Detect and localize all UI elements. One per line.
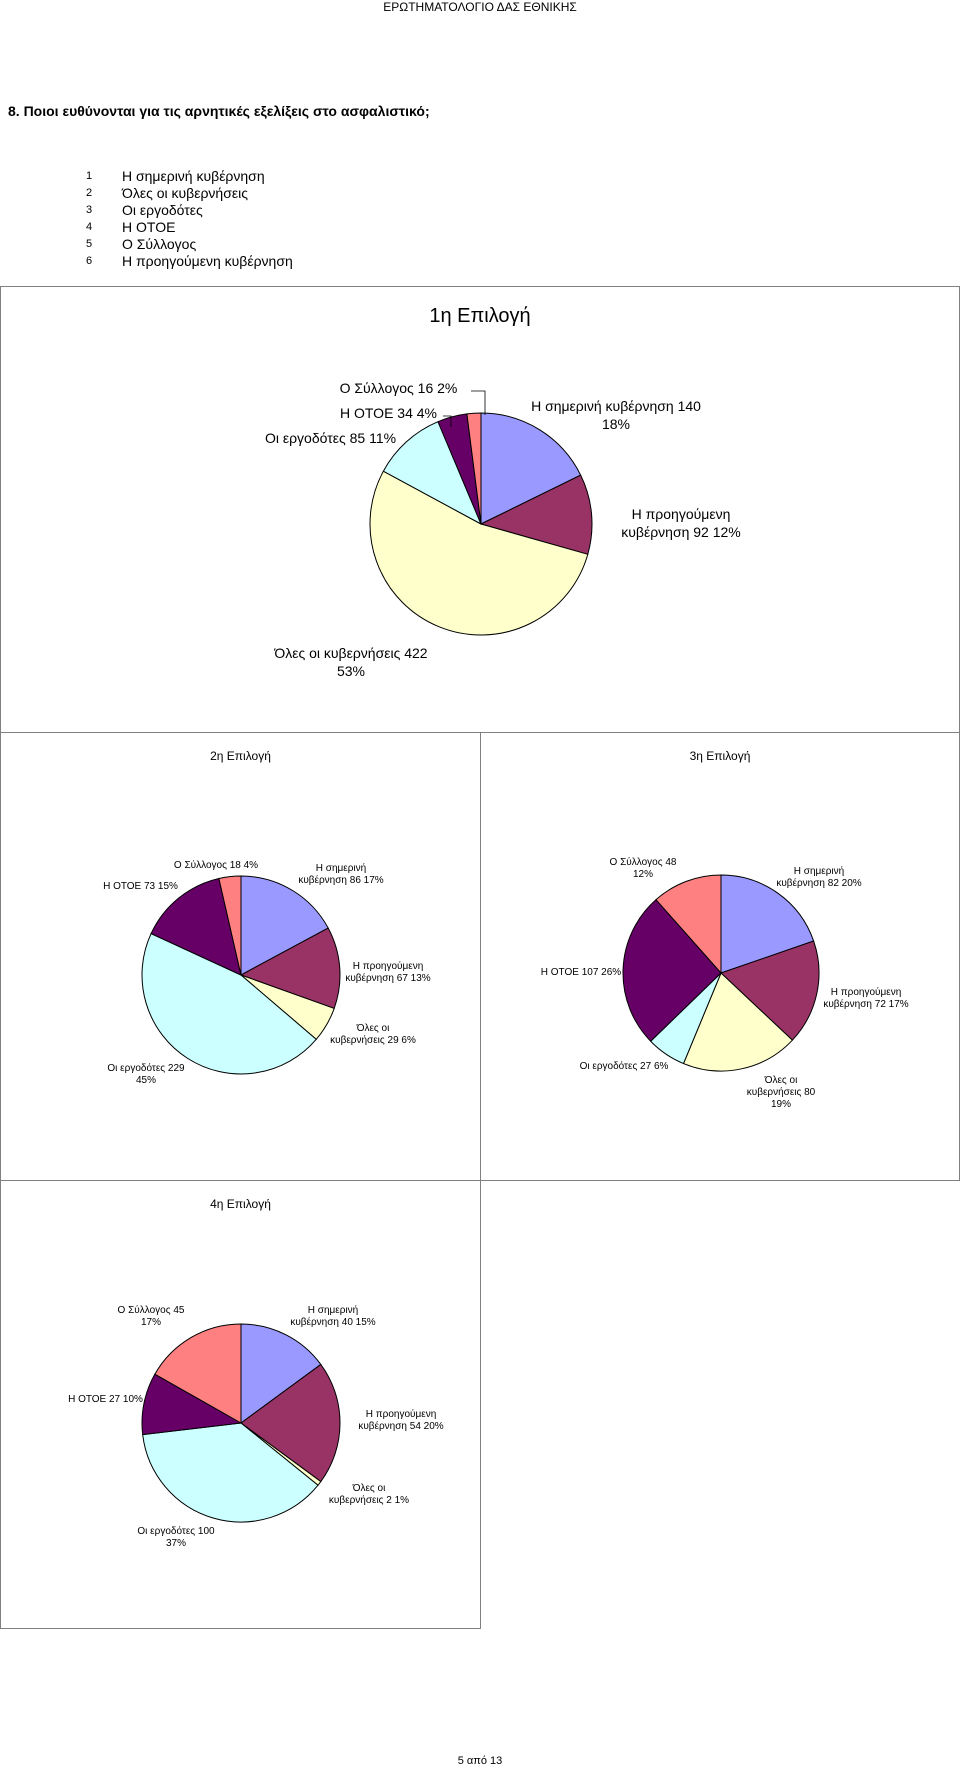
pie-slice-previous-gov [720,940,820,1041]
legend-number: 2 [86,187,93,199]
slice-label-previous-gov: Η προηγούμενη κυβέρνηση 92 12% [621,506,741,540]
legend-number: 4 [86,221,93,233]
pie-slice-all-govs [682,972,794,1072]
slice-label-employers: Οι εργοδότες 27 6% [579,1061,669,1072]
page-number: 5 από 13 [457,1755,503,1767]
pie-slice-syllogos [154,1323,242,1424]
code-legend: 1 Η σημερινή κυβέρνηση 2 Όλες οι κυβερνήσε… [86,168,293,270]
pie-slice-previous-gov [240,1363,341,1483]
slice-label-current-gov: Η σημερινή κυβέρνηση 140 18% [531,398,701,432]
legend-label: Η προηγούμενη κυβέρνηση [122,253,293,269]
pie-slice-employers [382,421,483,526]
pie-slice-current-gov [240,875,329,976]
chart-3rd-choice: 3η Επιλογή Η σημερινή κυβέρνηση 82 20% Η … [480,732,960,1181]
slice-label-previous-gov: Η προηγούμενη κυβέρνηση 72 17% [823,987,909,1010]
pie-slice-employers [142,1422,319,1523]
slice-label-otoe: Η ΟΤΟΕ 27 10% [68,1394,143,1405]
pie-slice-current-gov [480,412,582,525]
slice-label-previous-gov: Η προηγούμενη κυβέρνηση 67 13% [345,961,431,984]
legend-row: 5 Ο Σύλλογος [86,236,293,253]
chart-title: 4η Επιλογή [210,1197,271,1211]
pie-chart-svg [622,874,820,1072]
leader-line-otoe [443,415,452,427]
slice-label-all-govs: Όλες οι κυβερνήσεις 422 53% [274,645,428,679]
pie-chart-svg [369,390,593,636]
slice-label-employers: Οι εργοδότες 100 37% [137,1526,215,1549]
pie-slice-otoe [150,877,242,976]
slice-label-employers: Οι εργοδότες 229 45% [107,1063,185,1086]
legend-number: 1 [86,170,93,182]
page-header: ΕΡΩΤΗΜΑΤΟΛΟΓΙΟ ΔΑΣ ΕΘΝΙΚΗΣ [383,0,577,14]
slice-label-otoe: Η ΟΤΟΕ 73 15% [103,881,178,892]
slice-label-current-gov: Η σημερινή κυβέρνηση 82 20% [776,866,862,889]
chart-title: 1η Επιλογή [429,305,531,327]
legend-number: 3 [86,204,93,216]
chart-title: 2η Επιλογή [210,749,271,763]
pie-chart-svg [141,1323,341,1523]
question-title: 8. Ποιοι ευθύνονται για τις αρνητικές εξ… [8,103,430,119]
slice-label-syllogos: Ο Σύλλογος 48 12% [609,857,677,880]
legend-row: 4 Η ΟΤΟΕ [86,219,293,236]
slice-label-current-gov: Η σημερινή κυβέρνηση 86 17% [298,863,384,886]
slice-label-current-gov: Η σημερινή κυβέρνηση 40 15% [290,1305,376,1328]
chart-4th-choice: 4η Επιλογή Η σημερινή κυβέρνηση 40 15% Η … [0,1180,481,1629]
legend-row: 6 Η προηγούμενη κυβέρνηση [86,253,293,270]
slice-label-employers: Οι εργοδότες 85 11% [264,430,397,446]
pie-slice-previous-gov [479,474,593,555]
slice-label-otoe: Η ΟΤΟΕ 34 4% [339,405,437,421]
pie-slice-syllogos [466,412,482,525]
slice-label-all-govs: Όλες οι κυβερνήσεις 29 6% [330,1023,416,1046]
chart-2nd-choice: 2η Επιλογή Η σημερινή κυβέρνηση 86 17% Η … [0,732,481,1181]
slice-label-syllogos: Ο Σύλλογος 45 17% [117,1305,185,1328]
slice-label-otoe: Η ΟΤΟΕ 107 26% [540,967,622,978]
slice-label-previous-gov: Η προηγούμενη κυβέρνηση 54 20% [358,1409,444,1432]
pie-slice-previous-gov [239,927,341,1010]
slice-label-all-govs: Όλες οι κυβερνήσεις 2 1% [328,1483,410,1506]
pie-slice-all-govs [369,470,589,636]
legend-row: 2 Όλες οι κυβερνήσεις [86,185,293,202]
legend-number: 5 [86,238,93,250]
legend-row: 1 Η σημερινή κυβέρνηση [86,168,293,185]
legend-row: 3 Οι εργοδότες [86,202,293,219]
slice-label-all-govs: Όλες οι κυβερνήσεις 80 19% [746,1075,816,1110]
legend-label: Οι εργοδότες [122,202,203,218]
chart-1st-choice: 1η Επιλογή Η σημερινή κυβέρνηση 140 18% Η… [0,286,960,733]
legend-label: Η ΟΤΟΕ [122,219,176,235]
pie-slice-current-gov [240,1323,322,1424]
slice-label-syllogos: Ο Σύλλογος 16 2% [339,380,458,396]
legend-label: Ο Σύλλογος [122,236,197,252]
pie-slice-employers [141,932,317,1075]
leader-line-syllogos [471,390,486,415]
legend-label: Η σημερινή κυβέρνηση [122,168,265,184]
pie-slice-syllogos [655,874,722,975]
pie-slice-syllogos [218,875,242,976]
slice-label-syllogos: Ο Σύλλογος 18 4% [173,860,259,871]
pie-slice-otoe [622,898,722,1042]
pie-chart-svg [141,875,341,1075]
legend-number: 6 [86,255,93,267]
chart-title: 3η Επιλογή [689,749,751,763]
legend-label: Όλες οι κυβερνήσεις [122,185,248,201]
